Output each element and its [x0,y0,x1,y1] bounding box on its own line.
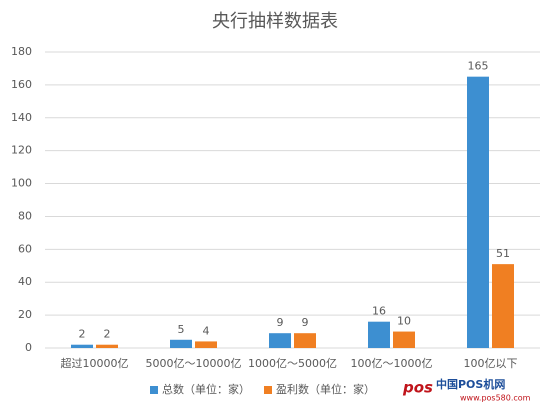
x-tick-label: 100亿～1000亿 [351,357,433,370]
bar [492,264,514,348]
y-tick-label: 120 [11,144,32,157]
value-label: 9 [277,316,284,329]
y-tick-label: 180 [11,45,32,58]
x-tick-label: 5000亿～10000亿 [146,357,242,370]
watermark-logo: pos [402,379,433,397]
legend-label: 总数（单位：家） [162,382,250,396]
legend-label: 盈利数（单位：家） [276,382,375,396]
value-label: 16 [372,305,386,318]
y-tick-label: 160 [11,78,32,91]
bar [393,331,415,348]
bar [71,344,93,348]
bar [294,333,316,348]
value-label: 5 [178,323,185,336]
value-label: 10 [397,315,411,328]
legend-swatch [264,386,272,394]
watermark-url: www.pos580.com [460,394,531,403]
chart-title: 央行抽样数据表 [212,11,338,32]
x-tick-label: 1000亿～5000亿 [248,357,337,370]
legend-swatch [150,386,158,394]
bar [96,344,118,348]
y-tick-label: 140 [11,111,32,124]
value-label: 2 [104,328,111,341]
y-tick-label: 40 [18,275,32,288]
value-label: 4 [203,324,210,337]
y-tick-label: 80 [18,209,32,222]
x-tick-label: 100亿以下 [464,357,518,370]
y-tick-label: 20 [18,308,32,321]
y-tick-label: 100 [11,177,32,190]
value-label: 51 [496,247,510,260]
watermark-name: 中国POS机网 [436,377,505,391]
value-label: 165 [468,60,489,73]
bar [269,333,291,348]
y-tick-label: 0 [25,341,32,354]
y-tick-label: 60 [18,242,32,255]
bar [467,76,489,349]
value-label: 2 [79,328,86,341]
bar [368,321,390,348]
bar [170,339,192,348]
x-tick-label: 超过10000亿 [61,356,129,370]
value-label: 9 [302,316,309,329]
bar [195,341,217,348]
